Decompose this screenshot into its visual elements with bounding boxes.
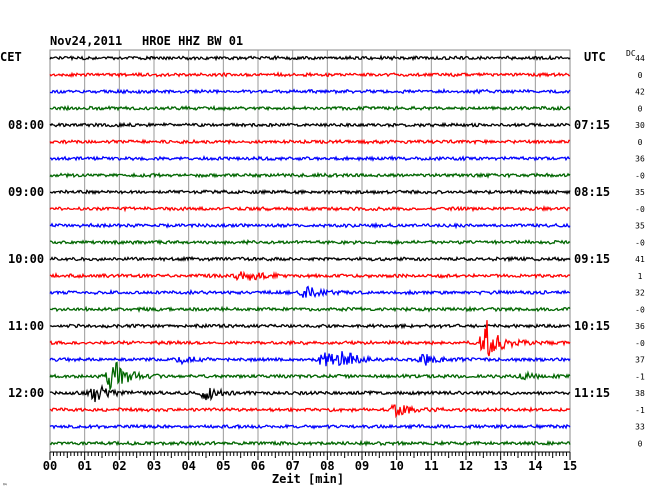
left-time-label-4: 08:00 — [8, 118, 44, 132]
trace-12 — [49, 255, 571, 263]
dc-value-7: -0 — [635, 171, 645, 180]
trace-6 — [50, 154, 570, 162]
trace-14 — [49, 285, 571, 299]
trace-16 — [49, 322, 571, 330]
trace-5 — [49, 138, 571, 146]
x-tick-label-12: 12 — [459, 459, 473, 473]
x-tick-label-00: 00 — [43, 459, 57, 473]
dc-value-5: 0 — [638, 138, 643, 147]
x-tick-label-05: 05 — [216, 459, 230, 473]
left-time-label-12: 10:00 — [8, 252, 44, 266]
trace-8 — [49, 188, 571, 196]
trace-3 — [49, 104, 571, 112]
trace-0 — [49, 54, 571, 62]
right-timezone-label: UTC — [584, 50, 606, 64]
dc-value-13: 1 — [638, 272, 643, 281]
dc-value-2: 42 — [635, 88, 645, 97]
x-tick-label-07: 07 — [285, 459, 299, 473]
dc-value-16: 36 — [635, 322, 645, 331]
trace-13 — [49, 270, 571, 282]
x-axis: 00 01 02 03 04 05 06 07 08 09 10 11 12 13 14 15 — [43, 451, 577, 473]
dc-value-8: 35 — [635, 188, 645, 197]
station-label: HROE HHZ BW 01 — [142, 34, 243, 48]
dc-value-20: 38 — [635, 389, 645, 398]
dc-value-6: 36 — [635, 155, 645, 164]
x-tick-label-06: 06 — [251, 459, 265, 473]
x-tick-label-01: 01 — [77, 459, 91, 473]
right-time-label-16: 10:15 — [574, 319, 610, 333]
dc-value-21: -1 — [635, 406, 645, 415]
right-time-label-20: 11:15 — [574, 386, 610, 400]
trace-17 — [49, 320, 571, 357]
trace-19 — [49, 361, 571, 392]
left-time-label-8: 09:00 — [8, 185, 44, 199]
right-time-label-4: 07:15 — [574, 118, 610, 132]
x-tick-label-08: 08 — [320, 459, 334, 473]
x-tick-label-13: 13 — [493, 459, 507, 473]
right-time-label-12: 09:15 — [574, 252, 610, 266]
dc-value-18: 37 — [635, 356, 645, 365]
dc-value-12: 41 — [635, 255, 645, 264]
dc-value-15: -0 — [635, 305, 645, 314]
dc-value-14: 32 — [635, 289, 645, 298]
trace-4 — [49, 121, 571, 129]
trace-10 — [49, 221, 571, 230]
x-tick-label-10: 10 — [389, 459, 403, 473]
dc-value-11: -0 — [635, 238, 645, 247]
footer-mark: ™ — [3, 483, 7, 490]
seismic-traces — [49, 54, 571, 447]
trace-20 — [49, 383, 571, 403]
trace-21 — [49, 403, 571, 419]
x-axis-label: Zeit [min] — [272, 472, 344, 486]
trace-2 — [49, 87, 571, 95]
x-tick-label-15: 15 — [563, 459, 577, 473]
trace-23 — [49, 439, 571, 447]
dc-value-19: -1 — [635, 372, 645, 381]
left-time-label-20: 12:00 — [8, 386, 44, 400]
dc-value-9: -0 — [635, 205, 645, 214]
dc-value-10: 35 — [635, 222, 645, 231]
trace-1 — [49, 71, 571, 79]
x-tick-label-11: 11 — [424, 459, 438, 473]
date-label: Nov24,2011 — [50, 34, 122, 48]
x-tick-label-02: 02 — [112, 459, 126, 473]
dc-value-17: -0 — [635, 339, 645, 348]
x-tick-label-04: 04 — [181, 459, 195, 473]
right-time-label-8: 08:15 — [574, 185, 610, 199]
dc-value-4: 30 — [635, 121, 645, 130]
dc-value-3: 0 — [638, 104, 643, 113]
dc-value-0: 44 — [635, 54, 645, 63]
left-time-label-16: 11:00 — [8, 319, 44, 333]
trace-11 — [49, 239, 571, 246]
trace-7 — [49, 171, 571, 179]
dc-value-23: 0 — [638, 439, 643, 448]
x-tick-label-09: 09 — [355, 459, 369, 473]
dc-value-22: 33 — [635, 423, 645, 432]
trace-18 — [49, 351, 571, 367]
dc-value-1: 0 — [638, 71, 643, 80]
plot-grid — [49, 49, 571, 453]
left-timezone-label: CET — [0, 50, 22, 64]
trace-9 — [49, 205, 571, 213]
time-labels: 08:00 09:00 10:00 11:00 12:00 07:15 08:15 09:15… — [8, 54, 645, 448]
trace-15 — [49, 305, 571, 313]
x-tick-label-03: 03 — [147, 459, 161, 473]
dc-label: DC — [626, 49, 636, 58]
trace-22 — [49, 423, 571, 430]
x-tick-label-14: 14 — [528, 459, 542, 473]
